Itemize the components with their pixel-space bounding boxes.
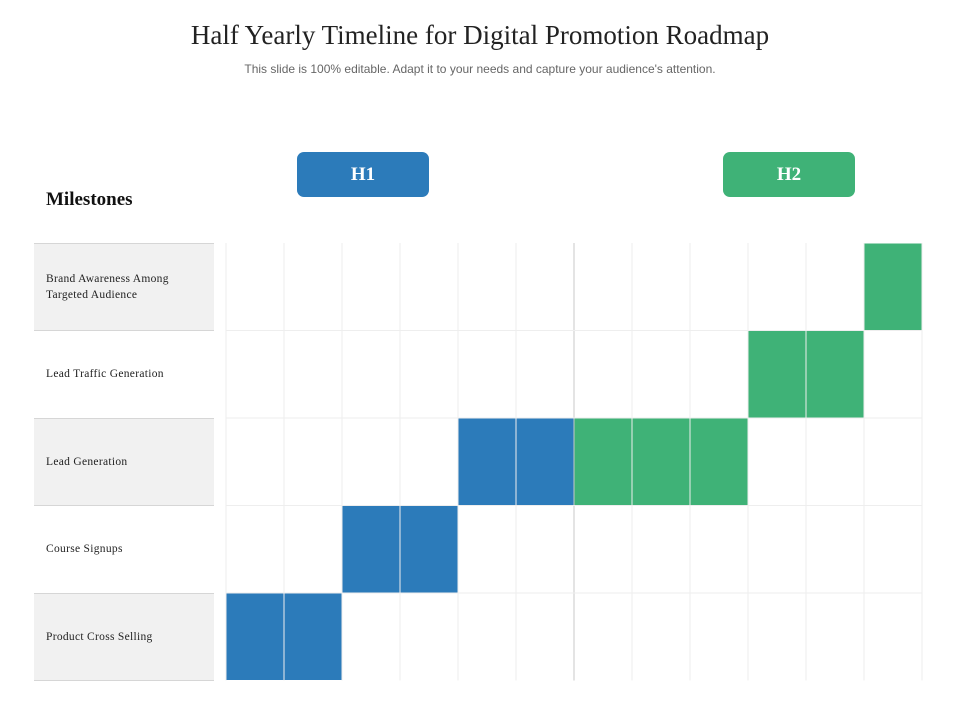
milestone-label-product-cross-selling: Product Cross Selling — [34, 593, 214, 680]
timeline-bar-cell — [864, 243, 922, 330]
timeline-bar-cell — [284, 593, 342, 680]
milestone-label-course-signups: Course Signups — [34, 505, 214, 592]
label-bottom-rule — [34, 680, 214, 681]
timeline-bar-cell — [690, 418, 748, 505]
timeline-bar-cell — [748, 331, 806, 418]
milestone-label-lead-generation: Lead Generation — [34, 418, 214, 505]
timeline-bar-cell — [458, 418, 516, 505]
milestone-label-brand-awareness: Brand Awareness Among Targeted Audience — [34, 243, 214, 330]
timeline-bar-cell — [226, 593, 284, 680]
timeline-bar-cell — [632, 418, 690, 505]
timeline-bar-cell — [806, 331, 864, 418]
milestones-heading: Milestones — [46, 189, 133, 210]
timeline-bar-cell — [574, 418, 632, 505]
milestone-label-lead-traffic: Lead Traffic Generation — [34, 330, 214, 417]
timeline-bar-cell — [400, 506, 458, 593]
period-badge-h2: H2 — [723, 152, 855, 197]
page-title: Half Yearly Timeline for Digital Promoti… — [190, 20, 770, 50]
page-subtitle: This slide is 100% editable. Adapt it to… — [244, 62, 716, 76]
timeline-bar-cell — [516, 418, 574, 505]
period-badge-h1: H1 — [297, 152, 429, 197]
timeline-bar-cell — [342, 506, 400, 593]
